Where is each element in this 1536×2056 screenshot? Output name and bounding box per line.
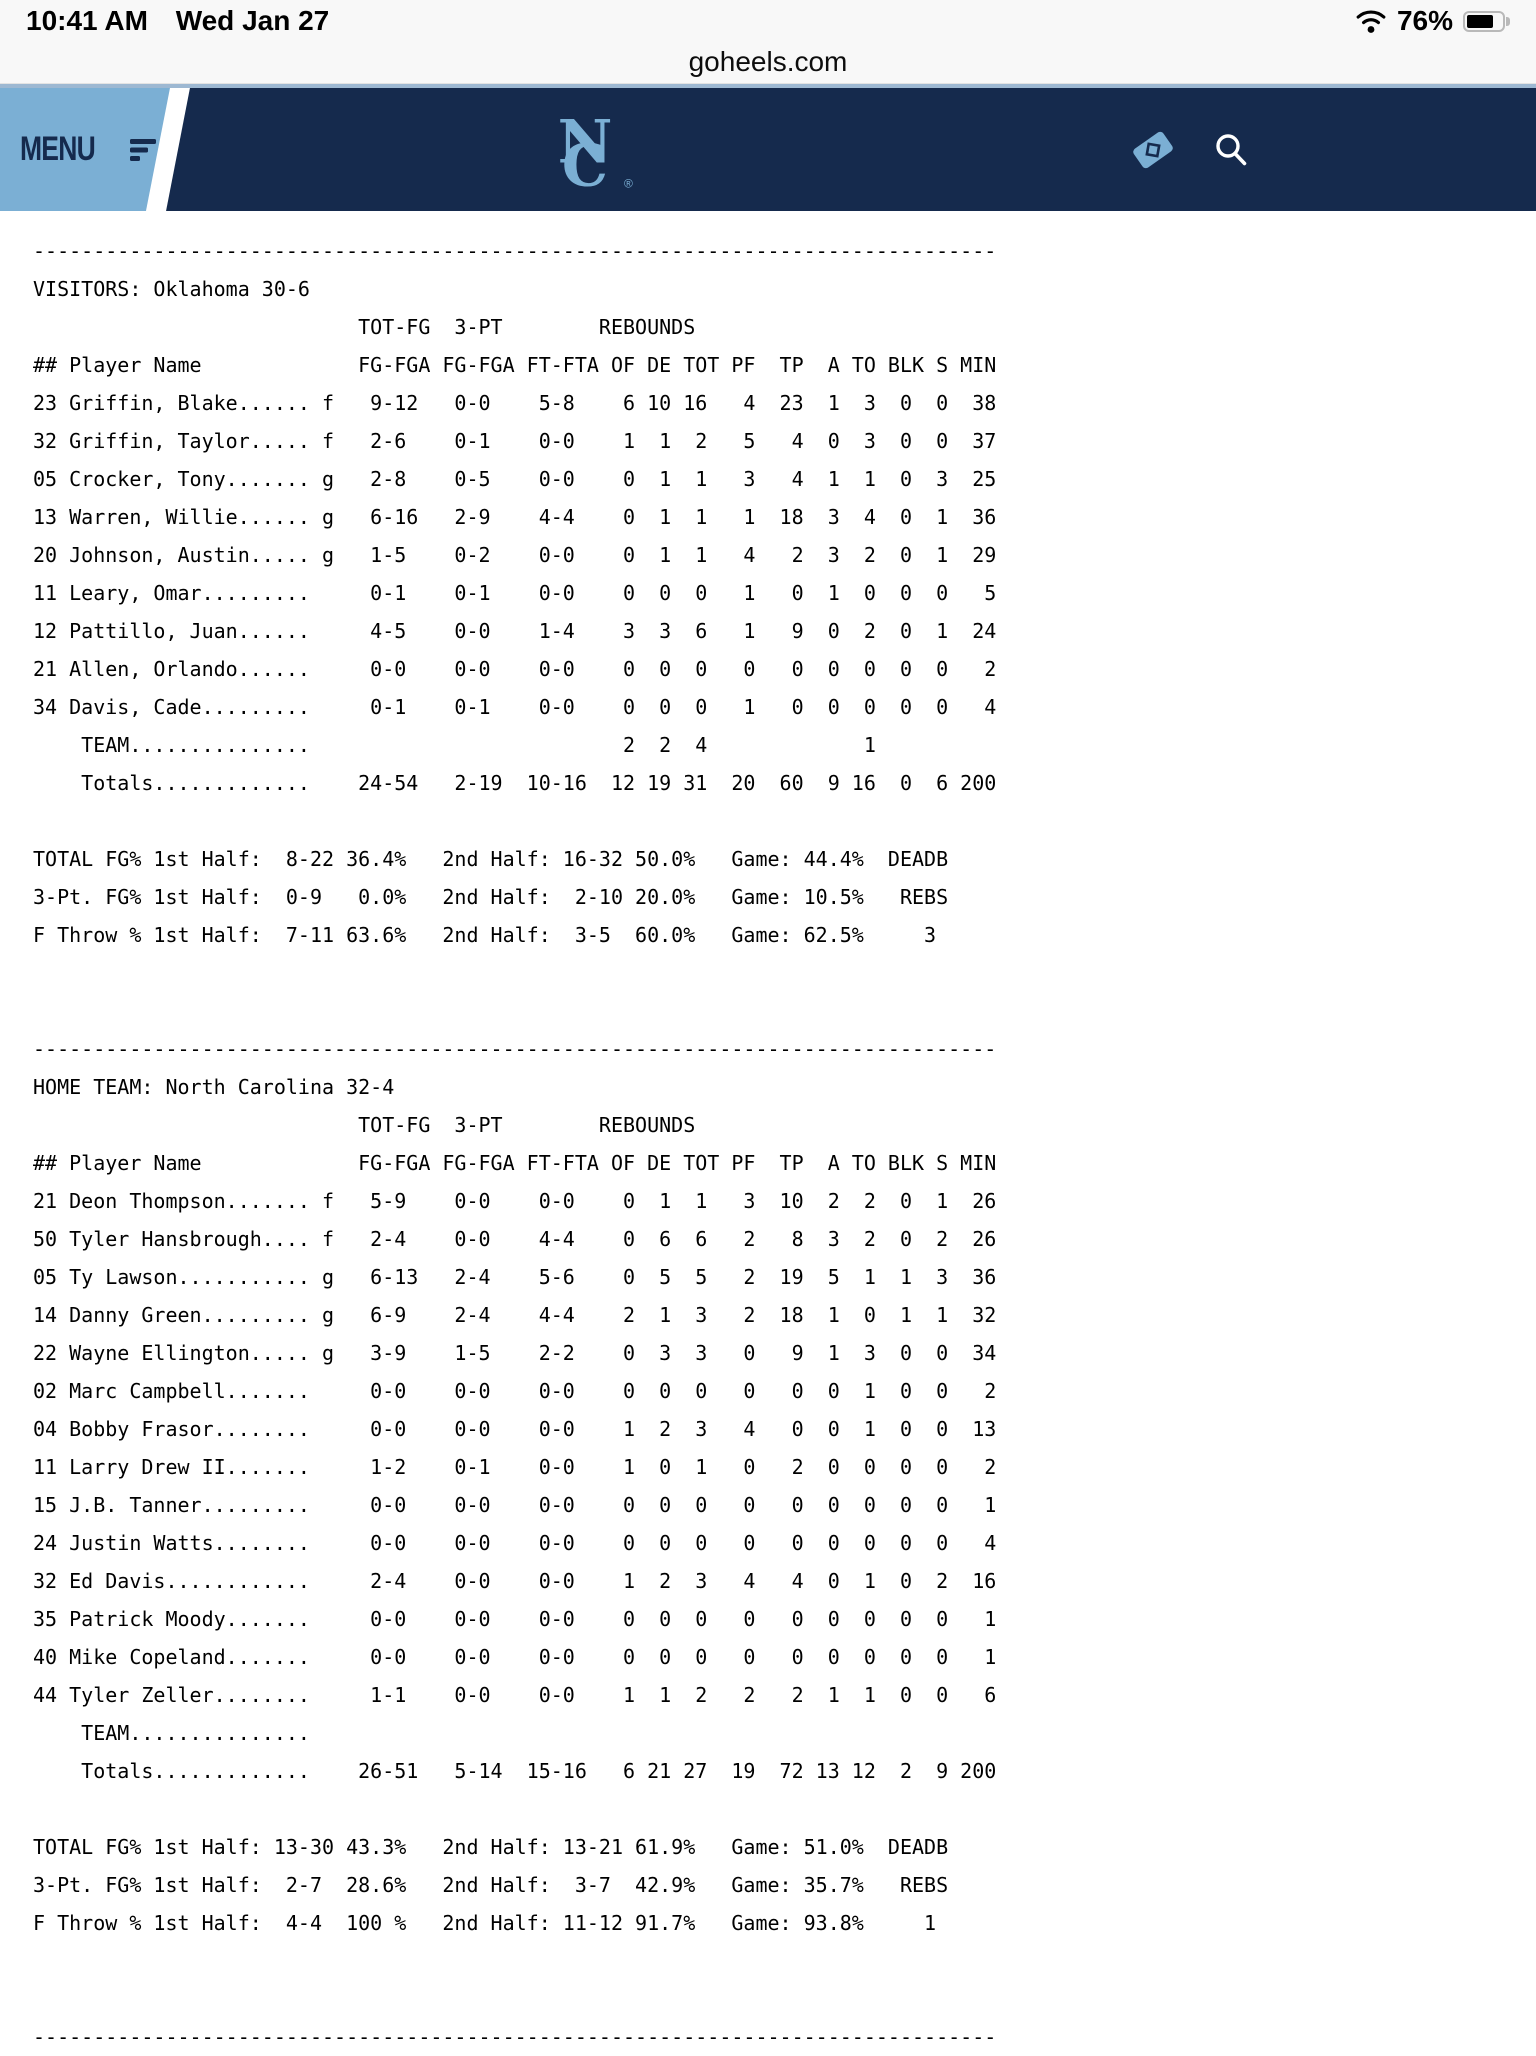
status-left: 10:41 AM Wed Jan 27 [26,5,329,37]
unc-interlocking-nc-icon: N C ® [558,107,633,199]
site-header: MENU N C ® [0,88,1536,211]
wifi-icon [1356,9,1386,33]
menu-bars-icon [130,138,157,161]
address-text: goheels.com [688,45,848,77]
tickets-button[interactable] [1128,125,1178,175]
ticket-icon [1133,131,1173,168]
menu-label: MENU [20,130,96,168]
box-score-text: ----------------------------------------… [33,239,997,2049]
clock: 10:41 AM [26,5,148,36]
unc-logo[interactable]: N C ® [536,105,634,199]
header-top-line [0,84,1536,88]
status-right: 76% [1355,5,1510,37]
search-icon [1216,133,1247,165]
svg-text:C: C [562,131,608,189]
page-content: ----------------------------------------… [0,211,1536,2056]
svg-text:N: N [558,107,613,177]
header-icons [1128,88,1252,211]
status-date: Wed Jan 27 [175,5,330,36]
battery-percent: 76% [1396,5,1453,36]
menu-button[interactable]: MENU [0,88,170,211]
safari-address-bar[interactable]: goheels.com [0,40,1536,84]
status-bar: 10:41 AM Wed Jan 27 76% [0,0,1536,40]
battery-fill [1467,14,1493,28]
battery-icon [1463,10,1510,32]
registered-mark: ® [624,176,633,189]
search-button[interactable] [1210,129,1252,171]
